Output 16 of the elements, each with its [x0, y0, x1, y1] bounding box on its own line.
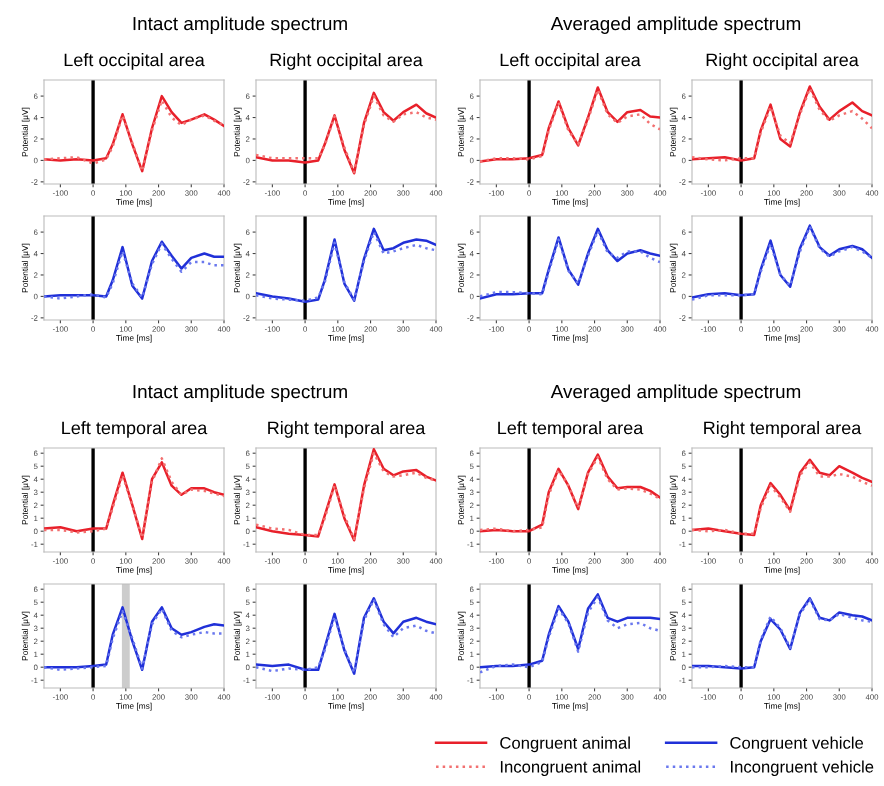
chart-subtitle: Averaged amplitude spectrum: [550, 384, 801, 402]
chart-title: Right occipital area: [706, 53, 859, 70]
chart-subtitle: Intact amplitude spectrum: [133, 384, 347, 402]
chart-title: Right temporal area: [704, 421, 862, 438]
legend-label: Congruent vehicle: [730, 736, 864, 753]
chart-title: Right temporal area: [268, 421, 426, 438]
chart-title: Left temporal area: [498, 421, 644, 438]
chart-subtitle: Averaged amplitude spectrum: [550, 16, 801, 34]
chart-title: Right occipital area: [270, 53, 423, 70]
chart-title: Left temporal area: [62, 421, 208, 438]
chart-title: Left occipital area: [500, 53, 641, 70]
legend-label: Congruent animal: [500, 736, 630, 753]
chart-title: Left occipital area: [64, 53, 205, 70]
chart-subtitle: Intact amplitude spectrum: [133, 16, 347, 34]
legend-label: Incongruent animal: [500, 760, 641, 776]
legend-label: Incongruent vehicle: [731, 760, 874, 776]
